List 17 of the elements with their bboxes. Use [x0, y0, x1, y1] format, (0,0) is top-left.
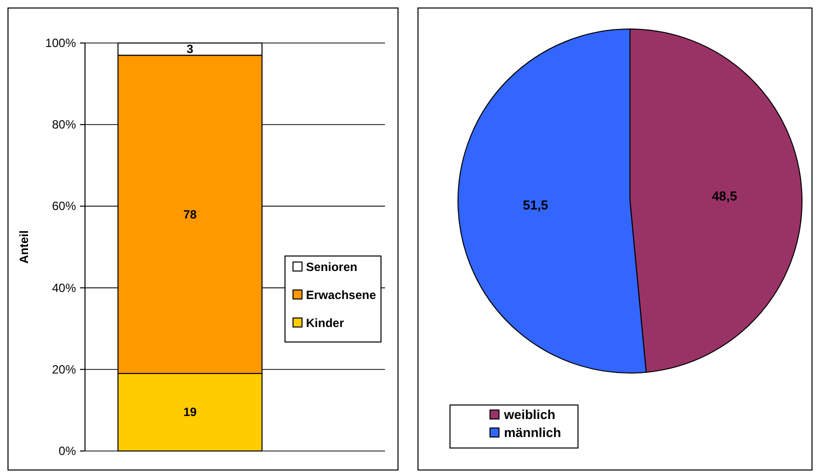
legend-label: männlich — [504, 425, 562, 440]
y-tick-label: 20% — [52, 362, 76, 376]
legend-label: Erwachsene — [306, 288, 376, 302]
y-tick-label: 0% — [58, 444, 76, 458]
data-label: 19 — [183, 405, 197, 420]
data-label: 3 — [186, 42, 194, 56]
data-label: 51,5 — [522, 197, 548, 212]
y-tick-label: 60% — [52, 199, 76, 214]
y-tick-label: 100% — [45, 36, 76, 50]
legend-label: Kinder — [306, 316, 344, 330]
data-label: 78 — [183, 207, 197, 222]
data-label: 48,5 — [712, 188, 738, 204]
y-axis-title: Anteil — [17, 230, 31, 264]
y-tick-label: 80% — [52, 118, 76, 132]
y-tick-label: 40% — [52, 280, 76, 295]
legend-label: Senioren — [306, 260, 358, 274]
legend-label: weiblich — [503, 407, 556, 422]
